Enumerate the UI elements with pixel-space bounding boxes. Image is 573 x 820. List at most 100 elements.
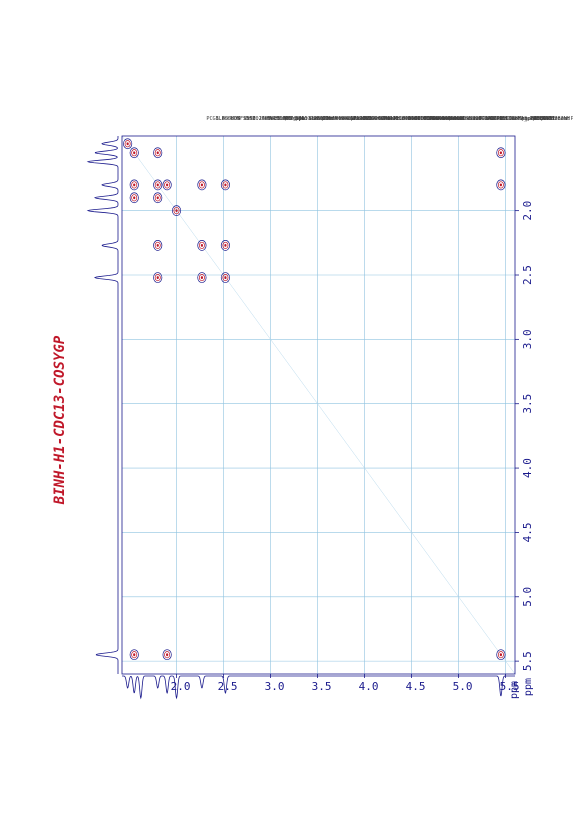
peak-center xyxy=(499,183,502,187)
peak-contour-inner xyxy=(154,274,161,282)
y-tick-label: 2.0 xyxy=(171,680,191,693)
peak-center xyxy=(200,276,204,279)
cross-peak xyxy=(129,192,139,204)
parameter-line: AQ 0.2048500 sec xyxy=(444,116,494,122)
peak-contour-inner xyxy=(154,241,161,249)
parameter-line: Date_ 20080801 xyxy=(511,116,555,122)
cross-peaks xyxy=(123,138,506,661)
parameter-line: Current Data Parameters xyxy=(548,116,573,122)
f1-projection-trace xyxy=(121,675,515,700)
y-tick-label: 3.0 xyxy=(265,680,285,693)
y-tick-label: 5.5 xyxy=(500,680,520,693)
parameter-line: EXPNO 2 xyxy=(536,116,558,122)
peak-contour-outer xyxy=(496,147,506,159)
y-axis-ticks: 2.0 2.5 3.0 3.5 4.0 4.5 5.0 5.5 xyxy=(171,674,520,693)
f1-projection-line xyxy=(121,675,515,700)
parameter-line: LB 0.00 Hz xyxy=(219,116,250,122)
peak-center xyxy=(156,183,159,187)
parameter-line: SI 1024 xyxy=(243,116,265,122)
peak-contour-inner xyxy=(497,181,504,189)
peak-contour-outer xyxy=(496,649,506,661)
cross-peak xyxy=(197,179,207,191)
parameter-line: F2 - Processing parameters xyxy=(249,116,330,122)
peak-contour-outer xyxy=(129,179,139,191)
parameter-line: PULPROG cosygpqf xyxy=(487,116,537,122)
peak-contour-outer xyxy=(153,192,163,204)
cross-peak xyxy=(171,205,182,217)
parameter-line: TE 298.0 K xyxy=(420,116,452,122)
x-tick-label: 2.5 xyxy=(521,265,534,285)
peak-contour-inner xyxy=(497,651,504,659)
parameter-line: WDW SINE xyxy=(231,116,256,122)
peak-center xyxy=(133,183,136,187)
peak-center xyxy=(200,183,204,187)
peak-contour-outer xyxy=(153,240,163,251)
peak-contour-inner xyxy=(131,149,138,157)
cross-peak xyxy=(220,272,230,283)
parameter-line: PC 1.40 xyxy=(206,116,228,122)
x-tick-label: 4.5 xyxy=(521,522,534,542)
x-tick-label: 5.5 xyxy=(521,651,534,671)
parameter-line: D1 1.48689096 sec xyxy=(408,116,461,122)
parameter-line: IN0 0.00020000 sec xyxy=(383,116,439,122)
peak-center xyxy=(166,183,169,187)
peak-center xyxy=(156,244,159,247)
x-tick-label: 3.0 xyxy=(521,329,534,349)
parameter-line: FnMODE QF xyxy=(261,116,289,122)
peak-contour-outer xyxy=(220,240,230,251)
parameter-line: d13 0.00000400 sec xyxy=(396,116,452,122)
peak-contour-outer xyxy=(162,649,172,661)
parameter-line: DE 6.00 usec xyxy=(426,116,463,122)
y-tick-label: 4.0 xyxy=(359,680,379,693)
diagonal-line xyxy=(121,135,516,675)
x-axis-ticks: 2.0 2.5 3.0 3.5 4.0 4.5 5.0 5.5 xyxy=(515,201,534,671)
cross-peak xyxy=(153,192,163,204)
cross-peak xyxy=(197,272,207,283)
peak-contour-outer xyxy=(123,138,133,150)
parameter-line: SFO1 500.1325708 MHz xyxy=(341,116,403,122)
y-tick-label: 4.5 xyxy=(406,680,426,693)
peak-contour-inner xyxy=(154,194,161,202)
parameter-line: d11 0.03000000 sec xyxy=(402,116,458,122)
peak-contour-outer xyxy=(197,240,207,251)
peak-center xyxy=(224,244,227,247)
peak-contour-inner xyxy=(198,181,205,189)
peak-center xyxy=(175,209,178,213)
peak-contour-inner xyxy=(497,149,504,157)
peak-center xyxy=(224,183,227,187)
peak-contour-outer xyxy=(129,192,139,204)
peak-contour-inner xyxy=(131,181,138,189)
parameter-line: ====== GRADIENT CHANNEL ===== xyxy=(328,116,419,122)
cross-peak xyxy=(153,240,163,251)
grid-lines xyxy=(121,135,516,675)
peak-contour-outer xyxy=(197,179,207,191)
parameter-line: P1 10.00 usec xyxy=(353,116,394,122)
cross-peak xyxy=(129,179,139,191)
chart-title: BINH-H1-CDC13-COSYGP xyxy=(52,335,68,505)
peak-center xyxy=(133,151,136,155)
cross-peak xyxy=(162,649,172,661)
parameter-line: P0 10.00 usec xyxy=(359,116,400,122)
parameter-line: TD 2048 xyxy=(481,116,503,122)
parameter-line: GPNAM1 SINE.100 xyxy=(322,116,369,122)
parameter-line: NAME BINH H1 xyxy=(542,116,573,122)
x-axis-label: ppm xyxy=(523,678,534,696)
peak-contour-outer xyxy=(496,179,506,191)
cross-peak xyxy=(496,649,506,661)
peak-contour-outer xyxy=(197,272,207,283)
f2-projection-trace xyxy=(86,135,119,674)
parameter-line: Time 13.17 xyxy=(505,116,536,122)
peak-contour-outer xyxy=(162,179,172,191)
cross-peak xyxy=(129,649,139,661)
parameter-line: NS 1 xyxy=(469,116,482,122)
peak-contour-outer xyxy=(153,179,163,191)
acquisition-parameters: Current Data ParametersNAME BINH H1EXPNO… xyxy=(206,116,573,122)
parameter-line: F1 - Acquisition parameters xyxy=(298,116,382,122)
x-tick-label: 4.0 xyxy=(521,458,534,478)
peak-contour-inner xyxy=(222,241,229,249)
parameter-line: SFO1 500.1326 MHz xyxy=(280,116,333,122)
peak-contour-outer xyxy=(129,147,139,159)
peak-contour-inner xyxy=(131,651,138,659)
peak-contour-inner xyxy=(198,274,205,282)
y-tick-label: 5.0 xyxy=(453,680,473,693)
